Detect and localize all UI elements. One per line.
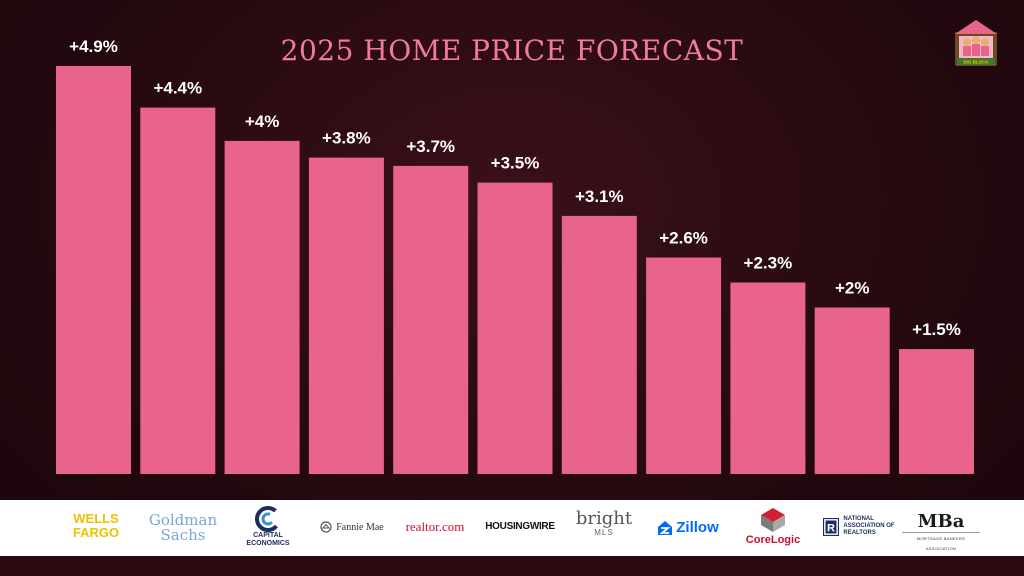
corelogic-logo: CoreLogic [730, 506, 816, 546]
fannie-mae-logo: Fannie Mae [312, 521, 392, 533]
realtor-r-icon: R [823, 517, 840, 536]
bar-7 [561, 215, 637, 474]
nar-line2: ASSOCIATION OF [843, 523, 895, 529]
nar-text: NATIONAL ASSOCIATION OF REALTORS [843, 516, 894, 537]
nar-logo: R NATIONAL ASSOCIATION OF REALTORS [816, 516, 902, 537]
data-label-5: +3.7% [406, 137, 455, 156]
capital-economics-logo: CAPITAL ECONOMICS [226, 506, 310, 548]
data-label-10: +2% [835, 279, 870, 298]
data-label-7: +3.1% [575, 187, 624, 206]
zillow-logo: Zillow [646, 519, 730, 536]
bar-11 [899, 349, 974, 474]
goldman-line2: Sachs [160, 526, 206, 544]
realtor-text: realtor.com [405, 519, 465, 534]
housingwire-text: HOUSINGWIRE [485, 521, 555, 532]
brand-logo-text: BIG BLOCK [963, 60, 989, 65]
chart-title: 2025 HOME PRICE FORECAST [280, 34, 744, 67]
bright-text: bright [575, 508, 633, 529]
zillow-text: Zillow [676, 519, 719, 536]
capital-line1: CAPITAL [253, 532, 283, 539]
bar-1 [56, 66, 131, 474]
nar-line3: REALTORS [843, 530, 876, 536]
data-label-4: +3.8% [322, 129, 371, 148]
bottom-strip [0, 556, 1024, 576]
bar-2 [140, 107, 216, 474]
bar-6 [477, 182, 553, 474]
wells-fargo-logo: WELLS FARGO [54, 512, 138, 540]
fannie-mae-icon [320, 521, 332, 533]
fannie-mae-text: Fannie Mae [336, 521, 384, 533]
mba-subtext: MORTGAGE BANKERS ASSOCIATION [902, 532, 980, 554]
realtor-com-logo: realtor.com [394, 519, 476, 535]
capital-economics-icon [255, 506, 281, 532]
data-label-11: +1.5% [912, 320, 961, 339]
data-label-3: +4% [245, 112, 280, 131]
corelogic-icon [761, 508, 785, 532]
wells-fargo-line1: WELLS [73, 511, 119, 526]
data-label-6: +3.5% [491, 154, 540, 173]
goldman-line1: Goldman [148, 511, 218, 529]
big-block-logo-icon: BIG BLOCK [955, 20, 997, 66]
bar-5 [393, 165, 469, 474]
data-labels-group: +4.9% +4.4% +4% +3.8% +3.7% +3.5% +3.1% +2.6% +2… [69, 37, 961, 339]
bars-group [56, 66, 974, 474]
wells-fargo-line2: FARGO [72, 525, 120, 540]
mba-logo: MBa MORTGAGE BANKERS ASSOCIATION [902, 512, 980, 554]
bar-4 [308, 157, 384, 474]
data-label-1: +4.9% [69, 37, 118, 56]
data-label-2: +4.4% [153, 79, 202, 98]
mls-text: MLS [594, 528, 614, 537]
zillow-icon [658, 520, 673, 535]
bar-9 [730, 282, 806, 474]
bar-8 [646, 257, 722, 474]
corelogic-text: CoreLogic [745, 534, 801, 546]
housingwire-logo: HOUSINGWIRE [478, 521, 562, 532]
svg-text:R: R [827, 522, 835, 534]
source-logos-bar: WELLS FARGO Goldman Sachs CAPITAL ECONOM… [0, 500, 1024, 556]
goldman-sachs-logo: Goldman Sachs [140, 513, 226, 543]
capital-line2: ECONOMICS [246, 540, 290, 547]
bright-mls-logo: bright MLS [562, 508, 646, 540]
data-label-9: +2.3% [744, 254, 793, 273]
bar-10 [814, 307, 890, 474]
nar-line1: NATIONAL [843, 516, 874, 522]
mba-text: MBa [917, 511, 965, 532]
bar-3 [224, 140, 300, 474]
bar-chart: +4.9% +4.4% +4% +3.8% +3.7% +3.5% +3.1% +2.6% +2… [56, 37, 974, 474]
data-label-8: +2.6% [659, 229, 708, 248]
